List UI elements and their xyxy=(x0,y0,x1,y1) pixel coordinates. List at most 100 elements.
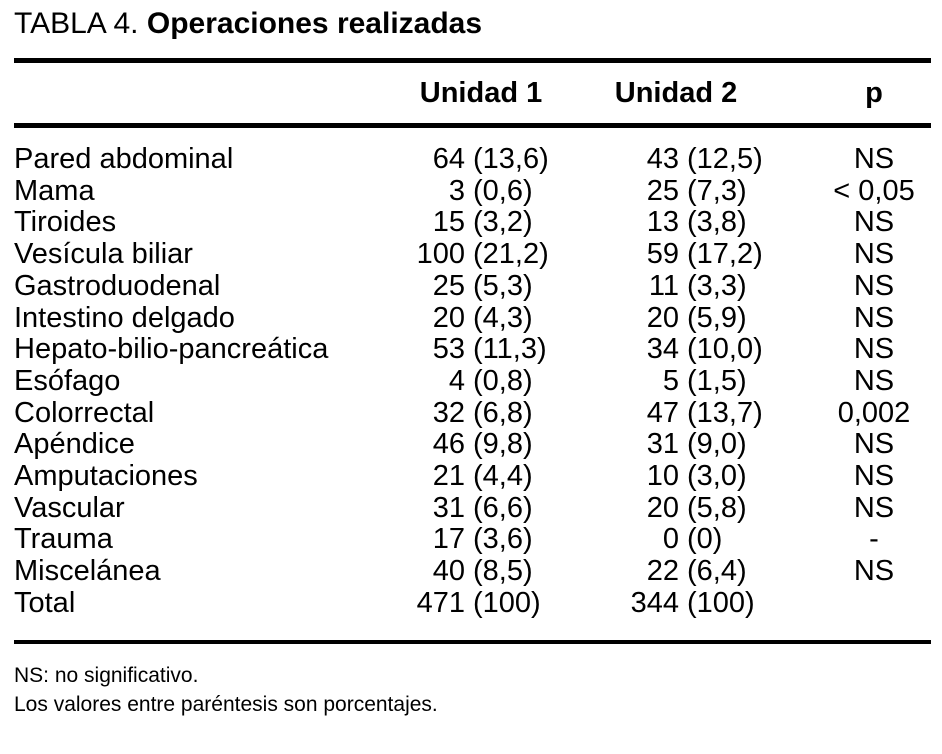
footnote-percentages: Los valores entre paréntesis son porcent… xyxy=(14,692,438,716)
unidad1-value: 40 (8,5) xyxy=(391,555,559,588)
unidad2-count: 25 xyxy=(646,174,679,207)
unidad2-value: 10 (3,0) xyxy=(559,460,773,493)
unidad2-count: 13 xyxy=(646,206,679,239)
table-number: TABLA 4. xyxy=(14,7,139,40)
unidad2-value: 59 (17,2) xyxy=(559,238,773,271)
unidad1-value: 471 (100) xyxy=(391,586,559,642)
p-value: NS xyxy=(853,555,895,588)
unidad2-value: 47 (13,7) xyxy=(559,397,773,430)
unidad2-percentage: (17,2) xyxy=(687,238,763,271)
table-row: Intestino delgado 20 (4,3) 20 (5,9) NS xyxy=(14,301,931,335)
unidad2-percentage: (12,5) xyxy=(687,143,763,175)
unidad1-count: 471 xyxy=(416,586,465,619)
table-row: Mama 3 (0,6) 25 (7,3) < 0,05 xyxy=(14,174,931,208)
p-value: NS xyxy=(853,333,895,366)
procedure-label: Mama xyxy=(14,174,95,207)
p-value: NS xyxy=(853,460,895,493)
operations-table: Unidad 1 Unidad 2 p Pared abdominal 64 (1… xyxy=(14,58,931,644)
table-row: Gastroduodenal 25 (5,3) 11 (3,3) NS xyxy=(14,269,931,303)
table-row: Vesícula biliar 100 (21,2) 59 (17,2) NS xyxy=(14,238,931,271)
p-value: NS xyxy=(853,428,895,461)
unidad2-value: 0 (0) xyxy=(559,524,773,556)
p-value: NS xyxy=(853,491,895,524)
p-value: NS xyxy=(853,301,895,334)
unidad1-count: 53 xyxy=(432,333,465,366)
table-row: Trauma 17 (3,6) 0 (0) - xyxy=(14,524,931,556)
procedure-label: Vascular xyxy=(14,491,125,524)
unidad2-value: 5 (1,5) xyxy=(559,364,773,398)
procedure-label: Hepato-bilio-pancreática xyxy=(14,333,329,366)
unidad1-percentage: (4,4) xyxy=(473,460,533,493)
procedure-label: Apéndice xyxy=(14,428,135,461)
unidad2-percentage: (5,8) xyxy=(687,491,747,524)
header-p: p xyxy=(865,76,883,109)
p-value: NS xyxy=(853,269,895,302)
p-value: NS xyxy=(853,206,895,239)
table-row: Esófago 4 (0,8) 5 (1,5) NS xyxy=(14,364,931,398)
unidad1-percentage: (6,6) xyxy=(473,491,533,524)
unidad2-percentage: (0) xyxy=(687,523,723,556)
unidad1-percentage: (11,3) xyxy=(473,333,547,366)
unidad2-value: 31 (9,0) xyxy=(559,429,773,461)
unidad1-value: 4 (0,8) xyxy=(391,364,559,398)
p-value: NS xyxy=(853,364,895,397)
footnote-ns: NS: no significativo. xyxy=(14,663,199,687)
unidad1-count: 15 xyxy=(432,206,465,239)
unidad1-percentage: (100) xyxy=(473,586,541,619)
unidad1-count: 3 xyxy=(448,174,465,207)
header-unidad2: Unidad 2 xyxy=(614,76,738,109)
p-value xyxy=(773,588,931,642)
unidad2-count: 20 xyxy=(646,491,679,524)
unidad1-value: 20 (4,3) xyxy=(391,301,559,335)
unidad1-value: 3 (0,6) xyxy=(391,174,559,208)
unidad2-count: 10 xyxy=(646,460,679,493)
procedure-label: Vesícula biliar xyxy=(14,238,193,271)
unidad1-count: 46 xyxy=(432,428,465,461)
unidad2-percentage: (100) xyxy=(687,586,755,619)
unidad2-count: 20 xyxy=(646,301,679,334)
unidad1-count: 100 xyxy=(416,238,465,271)
unidad1-percentage: (21,2) xyxy=(473,238,549,271)
unidad1-value: 46 (9,8) xyxy=(391,429,559,461)
table-row: Apéndice 46 (9,8) 31 (9,0) NS xyxy=(14,429,931,461)
unidad2-value: 22 (6,4) xyxy=(559,555,773,588)
header-row: Unidad 1 Unidad 2 p xyxy=(14,61,931,126)
unidad1-count: 17 xyxy=(432,523,465,556)
unidad2-count: 22 xyxy=(646,555,679,588)
table-title: TABLA 4. Operaciones realizadas xyxy=(14,8,931,40)
procedure-label: Pared abdominal xyxy=(14,143,234,175)
unidad2-count: 31 xyxy=(646,428,679,461)
procedure-label: Total xyxy=(14,586,76,619)
unidad1-percentage: (8,5) xyxy=(473,555,533,588)
unidad2-count: 59 xyxy=(646,238,679,271)
unidad1-percentage: (3,6) xyxy=(473,523,533,556)
table-row: Colorrectal 32 (6,8) 47 (13,7) 0,002 xyxy=(14,396,931,430)
table-footnotes: NS: no significativo. Los valores entre … xyxy=(14,661,931,719)
table-row: Pared abdominal 64 (13,6) 43 (12,5) NS xyxy=(14,126,931,176)
table-caption: Operaciones realizadas xyxy=(146,7,483,40)
procedure-label: Colorrectal xyxy=(14,396,155,429)
unidad1-percentage: (4,3) xyxy=(473,301,533,334)
unidad1-count: 31 xyxy=(432,491,465,524)
table-row: Hepato-bilio-pancreática 53 (11,3) 34 (10,… xyxy=(14,334,931,366)
unidad1-value: 100 (21,2) xyxy=(391,238,559,271)
procedure-label: Esófago xyxy=(14,364,121,397)
unidad2-value: 43 (12,5) xyxy=(559,126,773,176)
table-row: Amputaciones 21 (4,4) 10 (3,0) NS xyxy=(14,460,931,493)
table-header: Unidad 1 Unidad 2 p xyxy=(14,60,931,126)
unidad2-count: 34 xyxy=(646,333,679,366)
unidad2-percentage: (10,0) xyxy=(687,333,763,366)
unidad2-count: 5 xyxy=(662,364,679,397)
unidad2-percentage: (7,3) xyxy=(687,174,747,207)
unidad2-percentage: (3,3) xyxy=(687,269,747,302)
unidad2-count: 344 xyxy=(630,586,679,619)
unidad2-value: 13 (3,8) xyxy=(559,207,773,239)
unidad1-value: 15 (3,2) xyxy=(391,207,559,239)
p-value: NS xyxy=(853,143,895,175)
unidad2-value: 25 (7,3) xyxy=(559,174,773,208)
unidad1-count: 64 xyxy=(432,143,465,175)
unidad1-count: 25 xyxy=(432,269,465,302)
unidad2-value: 34 (10,0) xyxy=(559,334,773,366)
unidad1-percentage: (13,6) xyxy=(473,143,549,175)
unidad1-percentage: (0,8) xyxy=(473,364,533,397)
